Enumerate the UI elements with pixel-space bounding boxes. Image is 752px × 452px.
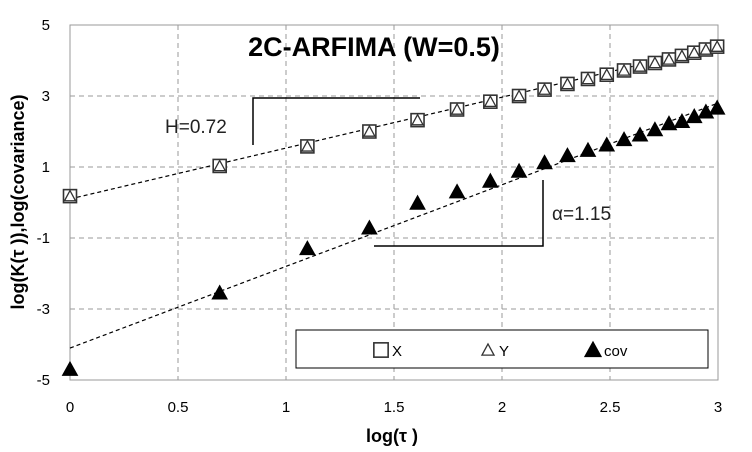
point-cov: [510, 162, 528, 178]
point-y: [213, 159, 227, 172]
point-y: [512, 89, 526, 102]
point-cov: [685, 108, 703, 124]
point-cov: [631, 126, 649, 142]
y-tick-label: -5: [37, 372, 50, 389]
point-y: [362, 124, 376, 137]
legend-label-x: X: [392, 343, 402, 360]
point-y: [483, 94, 497, 108]
point-y: [581, 72, 595, 85]
point-y: [450, 102, 464, 115]
data-points: [61, 39, 726, 376]
slope-guides: [252, 97, 544, 247]
h-annotation: H=0.72: [165, 117, 227, 138]
point-cov: [646, 121, 664, 137]
point-cov: [536, 154, 553, 170]
point-cov: [697, 103, 715, 119]
legend-marker-x: [373, 342, 389, 358]
point-cov: [673, 113, 691, 129]
point-cov: [299, 240, 316, 256]
y-tick-label: -1: [37, 230, 50, 247]
x-tick-label: 0: [66, 399, 74, 416]
point-y: [687, 45, 701, 59]
point-y: [537, 82, 552, 95]
point-y: [617, 63, 631, 76]
point-cov: [448, 183, 466, 199]
y-tick-label: -3: [37, 301, 50, 318]
point-cov: [559, 147, 576, 163]
chart-title: 2C-ARFIMA (W=0.5): [248, 32, 500, 62]
x-tick-label: 2: [498, 399, 506, 416]
legend-marker-cov: [583, 340, 603, 358]
y-tick-label: 1: [42, 159, 50, 176]
point-y: [560, 77, 575, 90]
x-tick-label: 0.5: [168, 399, 189, 416]
x-tick-label: 1.5: [384, 399, 405, 416]
point-y: [662, 52, 676, 65]
h-slope-guide: [252, 97, 420, 145]
point-cov: [660, 115, 678, 131]
point-y: [600, 67, 614, 81]
x-tick-label: 2.5: [600, 399, 621, 416]
legend-marker-y: [480, 342, 496, 356]
x-axis-title: log(τ ): [366, 426, 418, 446]
point-y: [63, 189, 77, 202]
point-cov: [615, 131, 633, 147]
point-cov: [61, 360, 79, 376]
legend-label-y: Y: [499, 343, 509, 360]
point-cov: [361, 219, 378, 235]
alpha-annotation: α=1.15: [552, 204, 611, 225]
legend-label-cov: cov: [604, 343, 628, 360]
alpha-slope-guide: [374, 180, 544, 247]
grid: [70, 25, 718, 380]
y-tick-label: 5: [42, 17, 50, 34]
point-y: [410, 113, 425, 126]
y-tick-label: 3: [42, 88, 50, 105]
tick-labels: 0 0.5 1 1.5 2 2.5 3 5 3 1 -1 -3 -5: [37, 17, 723, 416]
point-y: [710, 39, 724, 52]
point-cov: [579, 141, 597, 157]
point-y: [633, 59, 647, 72]
point-cov: [708, 99, 726, 115]
point-cov: [211, 284, 229, 300]
legend-box: [295, 329, 709, 369]
point-y: [699, 42, 713, 55]
x-tick-label: 1: [282, 399, 290, 416]
point-y: [675, 49, 689, 62]
y-axis-title: log(K(τ )),log(covariance): [8, 94, 28, 309]
point-y: [648, 56, 662, 69]
point-cov: [481, 172, 499, 188]
point-cov: [409, 194, 426, 210]
x-tick-label: 3: [714, 399, 722, 416]
point-cov: [598, 136, 616, 152]
point-y: [300, 139, 314, 152]
